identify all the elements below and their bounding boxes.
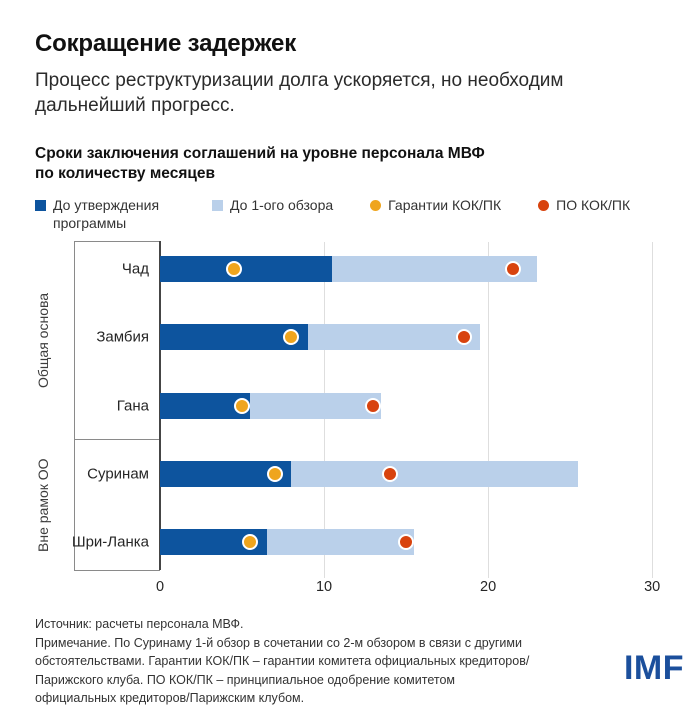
dot-coc-pc-aip bbox=[365, 398, 382, 415]
x-tick-label-20: 20 bbox=[480, 579, 497, 596]
dot-coc-pc-aip bbox=[398, 534, 415, 551]
legend-circle-icon bbox=[538, 200, 550, 212]
footnote-line-1: Источник: расчеты персонала МВФ. bbox=[35, 617, 244, 632]
category-label-Гана: Гана bbox=[116, 397, 149, 415]
dot-coc-pc-guarantee bbox=[242, 534, 259, 551]
bar-row-Гана: Гана bbox=[117, 393, 685, 420]
footnote-line-2: Примечание. По Суринаму 1-й обзор в соче… bbox=[35, 635, 522, 650]
legend-item-2: До 1-ого обзора bbox=[212, 197, 333, 215]
bar-to-first-review bbox=[266, 529, 415, 556]
plot-area: Общая основа Вне рамок ОО Чад Замбия Гана С… bbox=[35, 241, 685, 579]
category-label-Шри-Ланка: Шри-Ланка bbox=[71, 533, 149, 551]
x-tick-label-10: 10 bbox=[315, 579, 333, 596]
chart-heading: Сроки заключения соглашений на уровне пе… bbox=[35, 144, 665, 184]
category-label-Замбия: Замбия bbox=[96, 328, 149, 346]
dot-coc-pc-guarantee bbox=[283, 329, 300, 346]
gridline-30 bbox=[652, 242, 654, 579]
chart-heading-line1: Сроки заключения соглашений на уровне пе… bbox=[35, 145, 485, 163]
bar-to-first-review bbox=[332, 256, 538, 283]
legend-square-icon bbox=[35, 200, 46, 212]
x-tick-label-30: 30 bbox=[644, 579, 661, 596]
legend-item-3: Гарантии КОК/ПК bbox=[370, 197, 501, 215]
legend-square-icon bbox=[212, 200, 223, 212]
legend-label: До 1-ого обзора bbox=[230, 197, 334, 214]
imf-logo: IMF bbox=[623, 649, 684, 687]
bar-to-first-review bbox=[307, 324, 480, 351]
dot-coc-pc-guarantee bbox=[225, 261, 242, 278]
chart-legend: До утверждения программы До 1-ого обзора Г… bbox=[35, 197, 665, 232]
footnote-line-3: обстоятельствами. Гарантии КОК/ПК – гара… bbox=[35, 654, 530, 669]
bar-to-program-approval bbox=[160, 324, 308, 351]
category-label-Суринам: Суринам bbox=[87, 465, 149, 483]
dot-coc-pc-guarantee bbox=[266, 466, 283, 483]
group-label-common-framework: Общая основа bbox=[35, 293, 51, 389]
dot-coc-pc-aip bbox=[455, 329, 472, 346]
dot-coc-pc-aip bbox=[381, 466, 398, 483]
chart-heading-line2: по количеству месяцев bbox=[35, 165, 216, 183]
bar-row-Чад: Чад bbox=[122, 256, 685, 283]
page-subtitle: Процесс реструктуризации долга ускоряетс… bbox=[35, 70, 564, 117]
dot-coc-pc-guarantee bbox=[234, 398, 251, 415]
bar-row-Шри-Ланка: Шри-Ланка bbox=[72, 529, 685, 556]
x-tick-label-0: 0 bbox=[155, 579, 165, 596]
gridline-20 bbox=[488, 242, 490, 579]
bar-row-Суринам: Суринам bbox=[87, 461, 685, 488]
legend-circle-icon bbox=[370, 200, 382, 212]
legend-item-4: ПО КОК/ПК bbox=[538, 197, 630, 215]
bar-to-program-approval bbox=[160, 256, 333, 283]
footnotes: Источник: расчеты персонала МВФ. Примечан… bbox=[35, 615, 665, 708]
dot-coc-pc-aip bbox=[504, 261, 521, 278]
footnote-line-4: Парижского клуба. ПО КОК/ПК – принципиал… bbox=[35, 672, 456, 687]
legend-item-1: До утверждения программы bbox=[35, 197, 175, 232]
group-label-outside-cf: Вне рамок ОО bbox=[35, 458, 51, 553]
x-axis-ticks: 0 10 20 30 bbox=[156, 579, 685, 599]
bar-to-first-review bbox=[250, 393, 382, 420]
bar-row-Замбия: Замбия bbox=[96, 324, 685, 351]
legend-label: Гарантии КОК/ПК bbox=[388, 197, 502, 214]
page-title: Сокращение задержек bbox=[35, 30, 297, 57]
legend-label: До утверждения программы bbox=[53, 197, 160, 231]
legend-label: ПО КОК/ПК bbox=[556, 197, 631, 214]
category-label-Чад: Чад bbox=[121, 260, 149, 278]
bar-to-first-review bbox=[291, 461, 579, 488]
footnote-line-5: официальных кредиторов/Парижским клубом. bbox=[35, 691, 305, 706]
group-box-outside-cf bbox=[74, 439, 160, 572]
